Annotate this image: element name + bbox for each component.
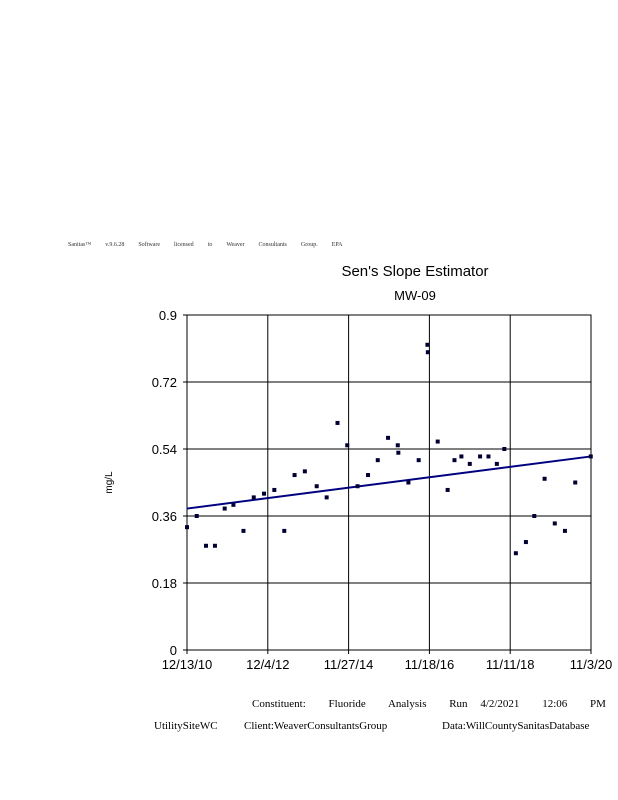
y-tick-label: 0.72 xyxy=(152,375,177,390)
data-point xyxy=(262,491,267,496)
data-point xyxy=(204,543,209,548)
y-tick-label: 0 xyxy=(170,643,177,658)
client-name: Client:WeaverConsultantsGroup xyxy=(244,720,388,732)
license-word: Software xyxy=(138,242,161,248)
data-point xyxy=(573,480,578,485)
data-point xyxy=(494,461,499,466)
footer-run-info: Constituent: Fluoride Analysis Run 4/2/2… xyxy=(252,698,618,710)
data-point xyxy=(416,458,421,463)
data-point xyxy=(302,469,307,474)
license-word: v.9.6.28 xyxy=(105,242,125,248)
y-axis-label: mg/L xyxy=(104,471,115,494)
data-point xyxy=(292,473,297,478)
run-ampm: PM xyxy=(590,698,606,710)
y-tick-label: 0.36 xyxy=(152,509,177,524)
license-word: licensed xyxy=(174,242,194,248)
data-point xyxy=(523,540,528,545)
trend-line xyxy=(186,455,592,510)
data-point xyxy=(445,487,450,492)
data-point xyxy=(486,454,491,459)
plot-frame xyxy=(186,314,592,651)
data-point xyxy=(562,528,567,533)
data-point xyxy=(513,551,518,556)
data-source: Data:WillCountySanitasDatabase xyxy=(442,720,590,732)
license-line: Sanitas™ v.9.6.28 Software licensed to W… xyxy=(68,242,368,248)
data-point xyxy=(425,342,430,347)
data-point xyxy=(467,461,472,466)
data-point xyxy=(532,514,537,518)
x-tick-label: 11/11/18 xyxy=(486,657,535,672)
data-point xyxy=(272,487,277,492)
data-point xyxy=(395,443,400,448)
data-point xyxy=(375,458,380,463)
data-point xyxy=(435,439,440,444)
x-tick-label: 11/27/14 xyxy=(324,657,374,672)
data-points xyxy=(185,342,593,556)
data-point xyxy=(212,543,217,548)
x-tick-label: 12/13/10 xyxy=(162,657,213,672)
data-point xyxy=(324,495,329,500)
license-word: Group. xyxy=(300,242,318,248)
data-point xyxy=(386,435,391,440)
data-point xyxy=(222,506,227,511)
data-point xyxy=(452,458,457,463)
y-tick-label: 0.18 xyxy=(152,576,177,591)
data-point xyxy=(185,525,189,530)
constituent-value: Fluoride xyxy=(328,698,366,710)
x-axis-ticks: 12/13/10 12/4/12 11/27/14 11/18/16 11/11/18 1… xyxy=(162,650,612,672)
x-tick-label: 11/18/16 xyxy=(405,657,455,672)
license-word: Sanitas™ xyxy=(68,242,92,248)
data-point xyxy=(251,495,256,500)
license-word: to xyxy=(207,242,213,248)
chart-title: Sen's Slope Estimator xyxy=(341,263,489,280)
x-tick-label: 12/4/12 xyxy=(246,657,289,672)
license-word: EPA xyxy=(331,242,343,248)
run-time: 12:06 xyxy=(542,698,568,710)
y-axis-ticks: 0 0.18 0.36 0.54 0.72 0.9 xyxy=(152,308,187,658)
data-point xyxy=(552,521,557,526)
data-point xyxy=(478,454,483,459)
license-word: Weaver xyxy=(226,242,245,248)
data-point xyxy=(231,502,236,507)
data-point xyxy=(542,476,547,481)
data-point xyxy=(459,454,464,459)
data-point xyxy=(396,450,401,455)
y-tick-label: 0.9 xyxy=(159,308,177,323)
data-point xyxy=(194,514,199,518)
data-point xyxy=(425,350,430,355)
data-point xyxy=(366,473,371,478)
license-word: Consultants xyxy=(258,242,287,248)
analysis-label: Analysis xyxy=(387,698,427,710)
run-date: 4/2/2021 xyxy=(480,698,520,710)
data-point xyxy=(241,528,246,533)
site-name: UtilitySiteWC xyxy=(154,720,218,732)
data-point xyxy=(355,484,360,489)
x-tick-label: 11/3/20 xyxy=(570,657,612,672)
data-point xyxy=(406,480,411,485)
chart-subtitle: MW-09 xyxy=(394,288,436,303)
data-point xyxy=(335,420,340,425)
run-label: Run xyxy=(449,698,468,710)
data-point xyxy=(314,484,319,489)
y-tick-label: 0.54 xyxy=(152,442,177,457)
data-point xyxy=(282,528,287,533)
data-point xyxy=(502,447,507,451)
data-point xyxy=(345,443,350,448)
constituent-label: Constituent: xyxy=(252,698,306,710)
data-point xyxy=(588,454,593,459)
